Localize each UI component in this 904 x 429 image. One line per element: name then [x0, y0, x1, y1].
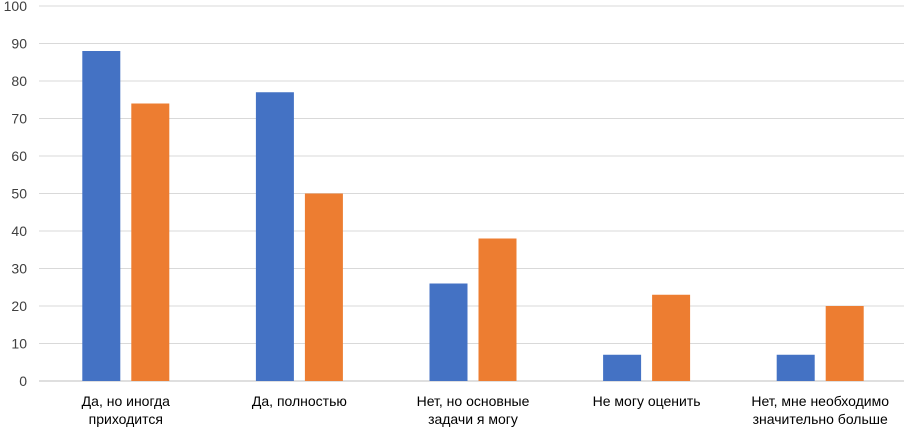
- y-tick-label: 50: [11, 186, 27, 202]
- y-tick-label: 60: [11, 148, 27, 164]
- x-category-label: Да, полностью: [252, 393, 347, 409]
- y-tick-label: 70: [11, 111, 27, 127]
- x-category-label: Нет, но основные задачи я могу: [417, 393, 530, 427]
- bar-series-2-category-3: [478, 238, 517, 381]
- y-tick-label: 100: [4, 0, 28, 14]
- y-tick-label: 20: [11, 298, 27, 314]
- bar-series-1-category-4: [603, 354, 642, 381]
- gridlines: [39, 5, 904, 382]
- bar-series-2-category-5: [825, 306, 864, 381]
- x-category-label: Не могу оценить: [593, 393, 701, 409]
- x-category-label-line: Нет, но основные: [417, 393, 530, 409]
- x-axis-category-labels: Да, но иногда приходится Да, полностью Нет,…: [82, 393, 890, 427]
- x-category-label: Нет, мне необходимо значительно больше: [751, 393, 889, 427]
- bar-series-2-category-2: [304, 193, 343, 381]
- y-tick-label: 10: [11, 336, 27, 352]
- bar-series-1-category-3: [429, 283, 468, 381]
- bar-series-1-category-1: [82, 51, 121, 381]
- y-axis-tick-labels: 0 10 20 30 40 50 60 70 80 90 100: [4, 0, 28, 389]
- bars: [82, 51, 864, 381]
- x-category-label-line: Да, но иногда: [82, 393, 170, 409]
- x-category-label-line: Не могу оценить: [593, 393, 701, 409]
- bar-series-2-category-4: [652, 294, 691, 381]
- y-tick-label: 90: [11, 36, 27, 52]
- x-category-label-line: Нет, мне необходимо: [751, 393, 889, 409]
- x-category-label-line: задачи я могу: [428, 411, 518, 427]
- bar-series-1-category-2: [255, 92, 294, 381]
- y-tick-label: 30: [11, 261, 27, 277]
- x-category-label-line: Да, полностью: [252, 393, 347, 409]
- bar-series-2-category-1: [131, 103, 170, 381]
- x-category-label: Да, но иногда приходится: [82, 393, 170, 427]
- y-tick-label: 0: [19, 373, 27, 389]
- x-category-label-line: приходится: [89, 411, 163, 427]
- bar-series-1-category-5: [776, 354, 815, 381]
- y-tick-label: 40: [11, 223, 27, 239]
- y-tick-label: 80: [11, 73, 27, 89]
- x-category-label-line: значительно больше: [753, 411, 888, 427]
